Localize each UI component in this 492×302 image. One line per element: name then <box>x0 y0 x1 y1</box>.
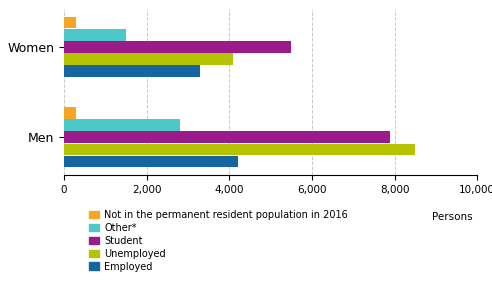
Bar <box>64 29 126 41</box>
Legend: Not in the permanent resident population in 2016, Other*, Student, Unemployed, E: Not in the permanent resident population… <box>90 210 348 271</box>
Text: Persons: Persons <box>432 212 473 222</box>
Bar <box>64 17 76 28</box>
Bar <box>64 156 238 168</box>
Bar <box>64 53 233 65</box>
Bar <box>64 107 76 119</box>
Bar <box>64 143 415 155</box>
Bar <box>64 119 180 131</box>
Bar <box>64 131 391 143</box>
Bar <box>64 41 291 53</box>
Bar <box>64 66 200 77</box>
